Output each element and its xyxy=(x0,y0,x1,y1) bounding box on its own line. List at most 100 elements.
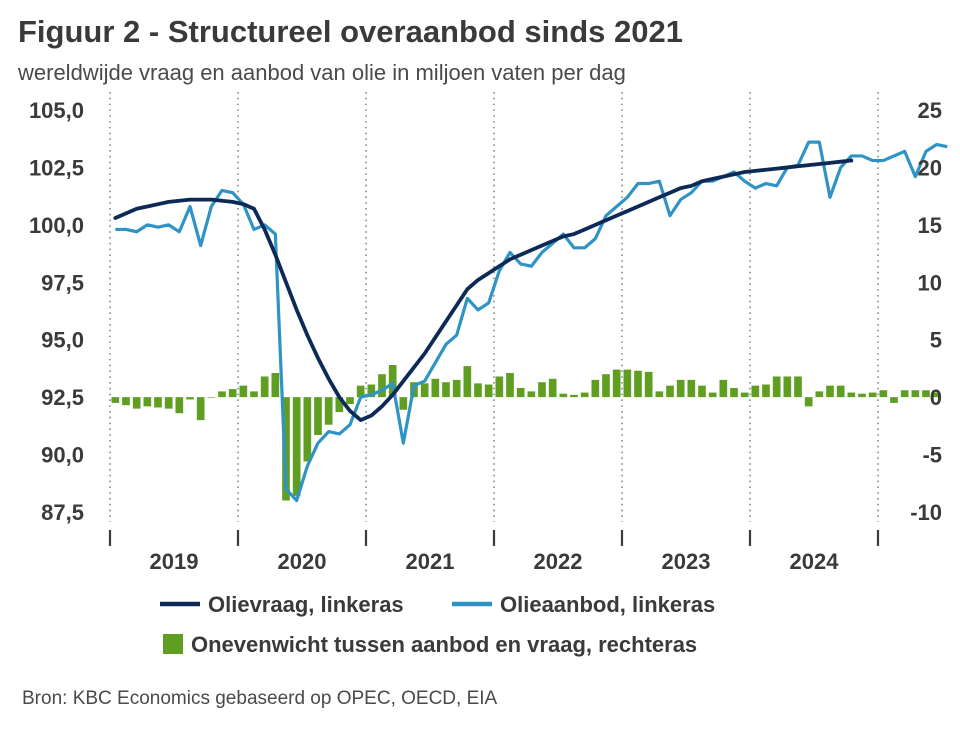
imbalance-bar xyxy=(175,397,184,414)
imbalance-bar xyxy=(196,397,205,421)
right-tick-label: 20 xyxy=(918,155,942,180)
left-tick-label: 105,0 xyxy=(29,98,84,123)
imbalance-bar xyxy=(495,376,504,398)
imbalance-bar xyxy=(516,387,525,398)
right-tick-label: -10 xyxy=(910,500,942,525)
imbalance-bar xyxy=(239,385,248,398)
imbalance-bar xyxy=(442,382,450,398)
imbalance-bar xyxy=(879,390,888,398)
left-tick-label: 90,0 xyxy=(41,443,84,468)
chart-subtitle: wereldwijde vraag en aanbod van olie in … xyxy=(18,60,626,85)
right-tick-label: 10 xyxy=(918,270,942,295)
left-tick-label: 102,5 xyxy=(29,155,84,180)
imbalance-bar xyxy=(132,397,141,409)
imbalance-bar xyxy=(644,371,653,398)
imbalance-bar xyxy=(399,397,408,410)
imbalance-bar xyxy=(122,397,130,406)
left-tick-label: 95,0 xyxy=(41,328,84,353)
demand-line xyxy=(113,158,854,423)
imbalance-bar xyxy=(890,397,898,403)
imbalance-bar xyxy=(762,384,770,398)
left-tick-label: 87,5 xyxy=(41,500,84,525)
year-label: 2020 xyxy=(278,549,327,574)
imbalance-bar xyxy=(666,385,674,398)
right-tick-label: -5 xyxy=(922,443,942,468)
imbalance-bar xyxy=(815,391,824,398)
imbalance-bar xyxy=(858,393,866,398)
imbalance-bar xyxy=(378,374,386,398)
imbalance-bar xyxy=(474,383,482,398)
imbalance-bar xyxy=(698,385,706,398)
right-tick-label: 25 xyxy=(918,98,942,123)
imbalance-bar xyxy=(228,389,237,398)
imbalance-bar xyxy=(250,391,258,398)
imbalance-bar xyxy=(740,392,749,398)
imbalance-bar xyxy=(836,385,845,398)
imbalance-bar xyxy=(303,397,312,462)
imbalance-bar xyxy=(538,382,546,398)
source-note: Bron: KBC Economics gebaseerd op OPEC, O… xyxy=(22,688,498,709)
imbalance-bar xyxy=(868,392,877,398)
imbalance-bar xyxy=(388,364,397,398)
imbalance-bar xyxy=(282,397,290,501)
legend-label-imbalance: Onevenwicht tussen aanbod en vraag, rech… xyxy=(191,632,697,657)
imbalance-bar xyxy=(186,397,194,400)
imbalance-bar xyxy=(420,383,429,398)
imbalance-bar xyxy=(367,384,376,398)
imbalance-bar xyxy=(612,369,621,398)
imbalance-bar xyxy=(602,374,610,398)
imbalance-bar xyxy=(452,379,461,398)
left-tick-label: 100,0 xyxy=(29,213,84,238)
imbalance-bar xyxy=(463,366,472,398)
left-axis-ticks: 105,0 102,5 100,0 97,5 95,0 92,5 90,0 87,5 xyxy=(29,98,84,525)
right-axis-ticks: 25 20 15 10 5 0 -5 -10 xyxy=(910,98,942,525)
imbalance-bar xyxy=(527,391,536,398)
imbalance-bar xyxy=(207,397,216,398)
imbalance-bar xyxy=(826,385,834,398)
imbalance-bar xyxy=(292,397,301,496)
imbalance-bar xyxy=(346,397,354,405)
year-label: 2019 xyxy=(150,549,199,574)
imbalance-bar xyxy=(164,397,173,409)
imbalance-bar xyxy=(548,378,557,398)
imbalance-bar xyxy=(143,397,152,407)
year-label: 2021 xyxy=(406,549,455,574)
chart-title: Figuur 2 - Structureel overaanbod sinds … xyxy=(18,14,683,49)
imbalance-bar xyxy=(676,379,685,398)
imbalance-bar xyxy=(335,397,344,413)
legend-label-demand: Olievraag, linkeras xyxy=(208,592,404,617)
imbalance-bar xyxy=(218,391,226,398)
imbalance-bar xyxy=(772,376,781,398)
year-label: 2024 xyxy=(790,549,840,574)
imbalance-bar xyxy=(911,390,920,398)
imbalance-bar xyxy=(687,379,696,398)
year-label: 2023 xyxy=(662,549,711,574)
imbalance-bar xyxy=(324,397,333,425)
right-tick-label: 5 xyxy=(930,328,942,353)
imbalance-bar xyxy=(783,376,792,398)
legend: Olievraag, linkeras Olieaanbod, linkeras O… xyxy=(160,592,715,657)
imbalance-bar xyxy=(847,392,856,398)
imbalance-bar xyxy=(655,391,664,398)
x-axis: 2019 2020 2021 2022 2023 2024 xyxy=(108,530,880,574)
imbalance-bar xyxy=(751,385,760,398)
imbalance-bar xyxy=(719,379,728,398)
imbalance-bar xyxy=(708,392,717,398)
imbalance-bar xyxy=(580,392,589,398)
imbalance-bar xyxy=(356,385,365,398)
imbalance-bar xyxy=(591,379,600,398)
imbalance-bar xyxy=(794,376,802,398)
imbalance-bar xyxy=(804,397,813,407)
imbalance-bar xyxy=(922,390,930,398)
oil-chart: 105,0 102,5 100,0 97,5 95,0 92,5 90,0 87,5 25 20… xyxy=(29,92,948,657)
imbalance-bar xyxy=(634,370,642,398)
imbalance-bar xyxy=(271,373,280,398)
imbalance-bar xyxy=(260,376,269,398)
left-tick-label: 92,5 xyxy=(41,385,84,410)
year-gridlines xyxy=(109,92,879,522)
imbalance-bar xyxy=(484,384,493,398)
imbalance-bar xyxy=(506,373,514,398)
imbalance-bar xyxy=(154,397,162,408)
imbalance-bar xyxy=(111,397,120,403)
right-tick-label: 15 xyxy=(918,213,942,238)
